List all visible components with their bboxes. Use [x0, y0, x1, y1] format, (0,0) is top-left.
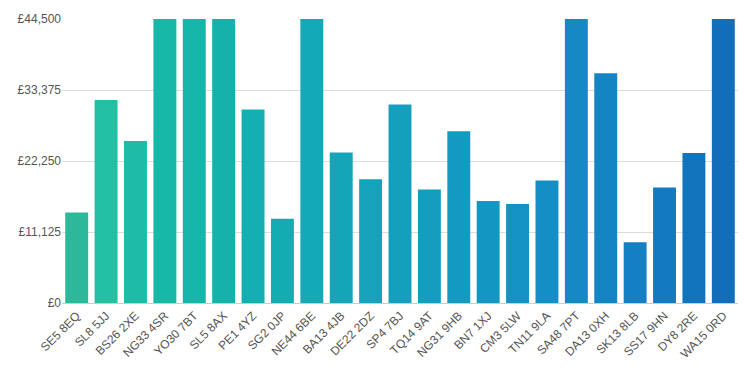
svg-text:DA13 0XH: DA13 0XH [562, 309, 612, 359]
svg-text:TQ14 9AT: TQ14 9AT [387, 308, 436, 357]
svg-text:BN7 1XJ: BN7 1XJ [451, 309, 494, 352]
svg-text:NG31 9HB: NG31 9HB [414, 309, 465, 360]
svg-text:DY8 2RE: DY8 2RE [655, 309, 700, 354]
svg-text:SL8 5JJ: SL8 5JJ [72, 309, 113, 350]
svg-text:SL5 8AX: SL5 8AX [187, 309, 230, 352]
svg-text:SK13 8LB: SK13 8LB [593, 309, 641, 357]
svg-text:SP4 7BJ: SP4 7BJ [363, 309, 406, 352]
svg-text:CM3 5LW: CM3 5LW [477, 308, 524, 355]
svg-text:YO30 7BT: YO30 7BT [151, 308, 201, 358]
svg-text:£33,375: £33,375 [18, 83, 62, 97]
svg-text:BA13 4JB: BA13 4JB [300, 309, 348, 357]
svg-text:BS26 2XE: BS26 2XE [93, 309, 142, 358]
svg-text:£22,250: £22,250 [18, 154, 62, 168]
svg-text:NG33 4SR: NG33 4SR [120, 309, 171, 360]
svg-text:TN11 9LA: TN11 9LA [506, 309, 553, 356]
svg-text:SG2 0JP: SG2 0JP [245, 309, 289, 353]
svg-text:WA15 0RD: WA15 0RD [678, 309, 730, 361]
svg-text:£0: £0 [48, 296, 62, 310]
svg-text:SE5 8EQ: SE5 8EQ [38, 309, 83, 354]
svg-text:NE44 6BE: NE44 6BE [269, 309, 319, 359]
svg-text:DE22 2DZ: DE22 2DZ [327, 309, 377, 359]
svg-text:£44,500: £44,500 [18, 12, 62, 26]
svg-text:SA48 7PT: SA48 7PT [534, 308, 583, 357]
svg-text:£11,125: £11,125 [19, 225, 62, 239]
svg-text:SS17 9HN: SS17 9HN [621, 309, 671, 359]
svg-text:PE1 4YZ: PE1 4YZ [216, 309, 260, 353]
